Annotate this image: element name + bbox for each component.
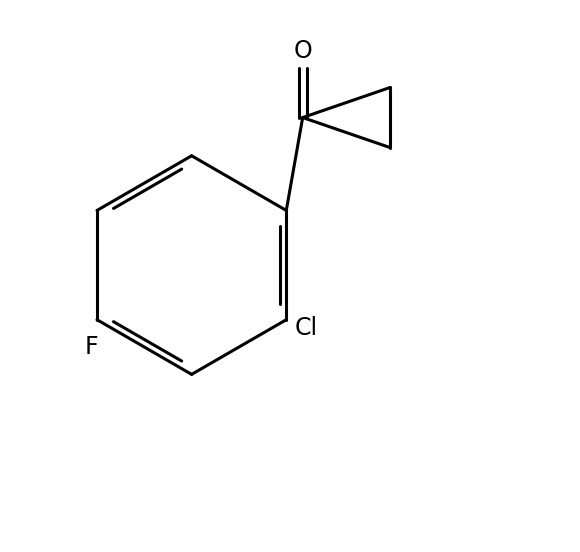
Text: F: F [85, 335, 99, 359]
Text: Cl: Cl [295, 316, 318, 340]
Text: O: O [293, 39, 312, 63]
